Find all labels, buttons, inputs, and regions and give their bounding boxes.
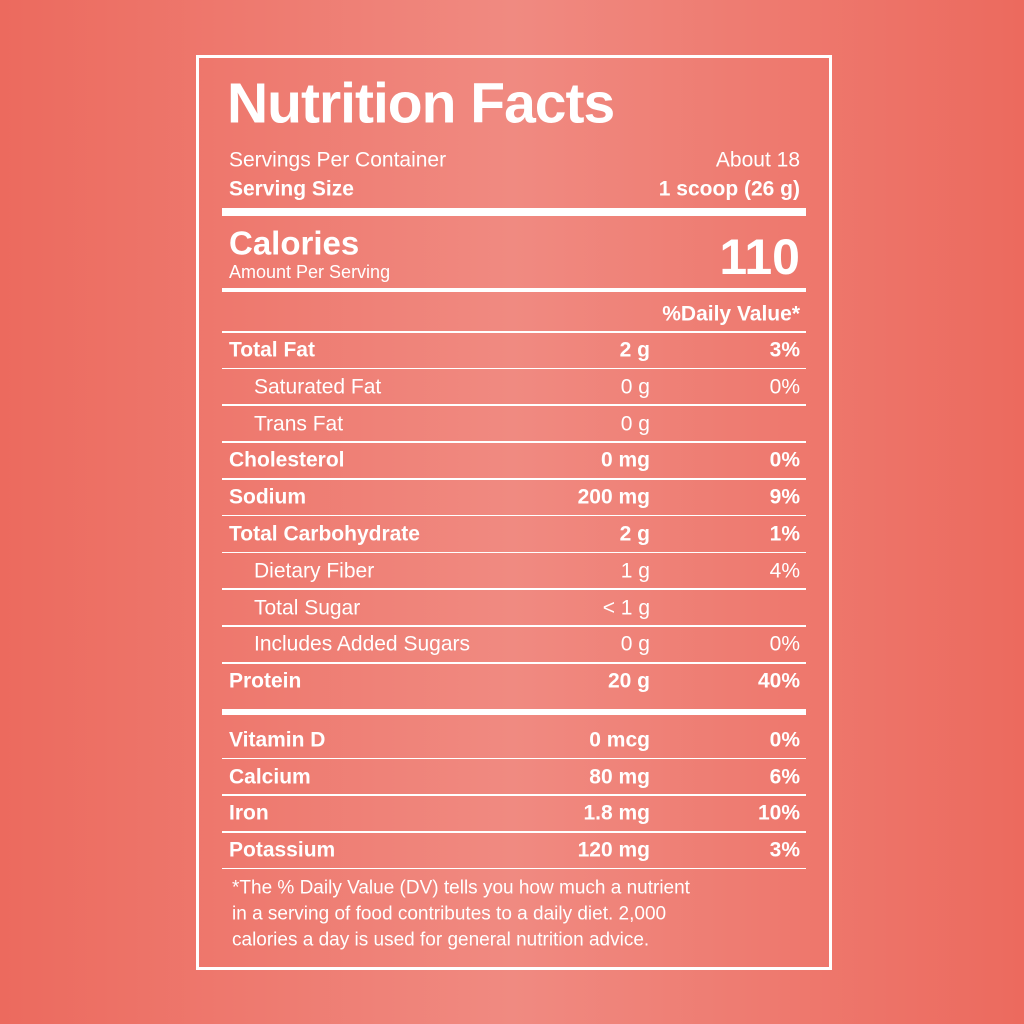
nutrient-amount: 20 g xyxy=(607,669,650,693)
nutrient-amount: < 1 g xyxy=(602,596,650,620)
nutrient-name: Sodium xyxy=(229,485,306,509)
nutrient-dv: 0% xyxy=(769,728,800,752)
calories-value: 110 xyxy=(719,229,800,285)
serving-size-value: 1 scoop (26 g) xyxy=(658,177,800,201)
nutrient-name: Vitamin D xyxy=(229,728,326,752)
nutrient-amount: 2 g xyxy=(619,338,650,362)
rule xyxy=(222,551,806,554)
rule xyxy=(222,588,806,590)
rule xyxy=(222,757,806,760)
nutrient-dv: 4% xyxy=(769,559,800,583)
rule xyxy=(222,831,806,833)
nutrient-amount: 0 g xyxy=(620,632,650,656)
nutrient-name: Potassium xyxy=(229,838,336,862)
rule xyxy=(222,478,806,480)
nutrient-name: Includes Added Sugars xyxy=(254,632,470,656)
servings-value: About 18 xyxy=(715,148,800,172)
nutrient-amount: 120 mg xyxy=(577,838,650,862)
serving-size-label: Serving Size xyxy=(229,177,354,201)
nutrient-name: Protein xyxy=(229,669,302,693)
daily-value-header: %Daily Value* xyxy=(662,302,800,326)
nutrient-amount: 1 g xyxy=(620,559,650,583)
nutrient-name: Calcium xyxy=(229,765,311,789)
nutrient-name: Total Sugar xyxy=(254,596,361,620)
nutrient-dv: 10% xyxy=(757,801,800,825)
nutrient-dv: 3% xyxy=(769,838,800,862)
nutrient-amount: 1.8 mg xyxy=(583,801,650,825)
nutrient-name: Cholesterol xyxy=(229,448,345,472)
nutrient-amount: 80 mg xyxy=(589,765,650,789)
nutrient-amount: 200 mg xyxy=(577,485,650,509)
nutrient-name: Total Fat xyxy=(229,338,315,362)
nutrient-name: Saturated Fat xyxy=(254,375,382,399)
footnote: in a serving of food contributes to a da… xyxy=(232,903,667,925)
title: Nutrition Facts xyxy=(227,71,615,136)
rule xyxy=(222,441,806,443)
rule xyxy=(222,794,806,796)
nutrient-amount: 2 g xyxy=(619,522,650,546)
rule xyxy=(222,208,806,216)
rule xyxy=(222,288,806,292)
rule xyxy=(222,514,806,517)
rule xyxy=(222,625,806,627)
calories-label: Calories xyxy=(229,224,360,262)
nutrient-name: Iron xyxy=(229,801,269,825)
rule xyxy=(222,709,806,715)
rule xyxy=(222,331,806,333)
nutrient-dv: 0% xyxy=(769,448,800,472)
rule xyxy=(222,662,806,664)
nutrient-amount: 0 mcg xyxy=(589,728,650,752)
rule xyxy=(222,367,806,370)
nutrient-dv: 9% xyxy=(769,485,800,509)
label-border xyxy=(196,55,832,970)
nutrient-name: Trans Fat xyxy=(254,412,344,436)
nutrient-dv: 6% xyxy=(769,765,800,789)
footnote: *The % Daily Value (DV) tells you how mu… xyxy=(232,877,690,899)
nutrient-dv: 3% xyxy=(769,338,800,362)
rule xyxy=(222,867,806,870)
nutrient-amount: 0 g xyxy=(620,412,650,436)
footnote: calories a day is used for general nutri… xyxy=(232,929,650,951)
nutrient-name: Total Carbohydrate xyxy=(229,522,420,546)
calories-sublabel: Amount Per Serving xyxy=(229,262,391,282)
nutrient-amount: 0 mg xyxy=(600,448,650,472)
nutrient-dv: 0% xyxy=(769,375,800,399)
nutrient-dv: 0% xyxy=(769,632,800,656)
nutrient-dv: 1% xyxy=(769,522,800,546)
servings-label: Servings Per Container xyxy=(229,148,447,172)
nutrient-amount: 0 g xyxy=(620,375,650,399)
nutrient-name: Dietary Fiber xyxy=(254,559,375,583)
nutrient-dv: 40% xyxy=(757,669,800,693)
rule xyxy=(222,404,806,406)
